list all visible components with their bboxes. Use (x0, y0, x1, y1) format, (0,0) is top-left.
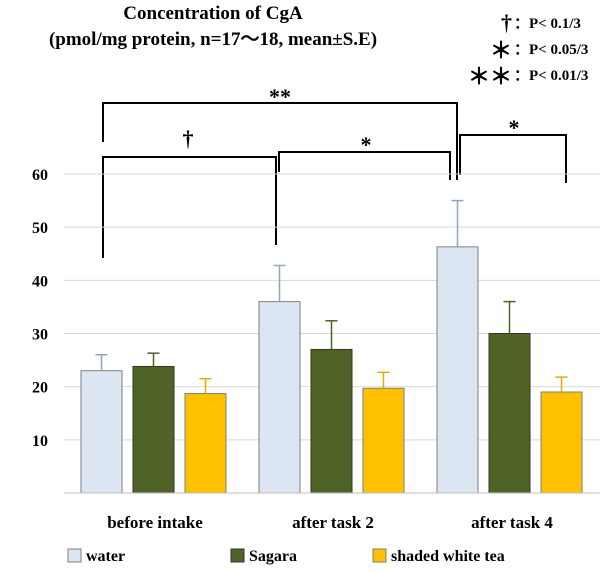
significance-legend: † ：P< 0.1/3 ＊ ：P< 0.05/3 ＊＊ ：P< 0.01/3 (468, 10, 588, 89)
y-tick-label-10: 10 (32, 433, 48, 450)
bracket-label-task4-water-vs-tea: * (509, 115, 520, 140)
category-label-after-task-2: after task 2 (292, 513, 374, 532)
chart-title-line1: Concentration of CgA (123, 3, 303, 24)
sig-legend-text-2: ：P< 0.05/3 (514, 42, 588, 58)
bracket-label-task2-vs-task4: * (361, 132, 372, 157)
bar-shaded-white-tea-0 (184, 393, 227, 494)
category-label-before-intake: before intake (107, 513, 203, 532)
legend-swatch-sagara (230, 548, 245, 563)
bars (80, 199, 583, 494)
bar-sagara-0 (132, 365, 175, 494)
y-tick-label-60: 60 (32, 167, 48, 184)
bar-shaded-white-tea-1 (362, 387, 405, 494)
bracket-label-before-vs-task4: ** (269, 84, 291, 109)
significance-brackets: ** † * * (102, 84, 567, 258)
sig-legend-text-1: ：P< 0.1/3 (514, 16, 581, 32)
y-tick-label-40: 40 (32, 273, 48, 290)
bar-water-0 (80, 370, 123, 494)
bar-sagara-1 (310, 348, 353, 494)
bar-shaded-white-tea-2 (540, 391, 583, 494)
legend-label-shaded-white-tea: shaded white tea (391, 548, 505, 565)
legend-label-water: water (86, 548, 125, 565)
sig-legend-symbol-2: ＊ (490, 38, 512, 63)
legend-label-sagara: Sagara (249, 548, 297, 565)
bracket-task2-vs-task4 (278, 151, 451, 180)
bar-water-1 (258, 301, 301, 494)
y-tick-label-20: 20 (32, 380, 48, 397)
sig-legend-text-3: ：P< 0.01/3 (514, 68, 588, 84)
y-tick-label-50: 50 (32, 220, 48, 237)
bracket-task4-water-vs-tea (459, 134, 567, 183)
y-axis-tick-labels: 10 20 30 40 50 60 (32, 167, 48, 450)
bar-water-2 (436, 246, 479, 494)
sig-legend-symbol-1: † (501, 10, 512, 35)
bracket-before-vs-task4 (102, 102, 458, 180)
category-label-after-task-4: after task 4 (471, 513, 553, 532)
sig-legend-symbol-3: ＊＊ (468, 64, 512, 89)
bracket-before-vs-task2 (102, 156, 277, 258)
legend-swatch-shaded-white-tea (372, 548, 387, 563)
bracket-label-before-vs-task2: † (183, 126, 194, 151)
bar-sagara-2 (488, 333, 531, 494)
chart-title-line2: (pmol/mg protein, n=17～18, mean±S.E) (49, 29, 377, 50)
y-tick-label-30: 30 (32, 327, 48, 344)
legend-swatch-water (67, 548, 82, 563)
series-legend: water Sagara shaded white tea (67, 548, 505, 565)
